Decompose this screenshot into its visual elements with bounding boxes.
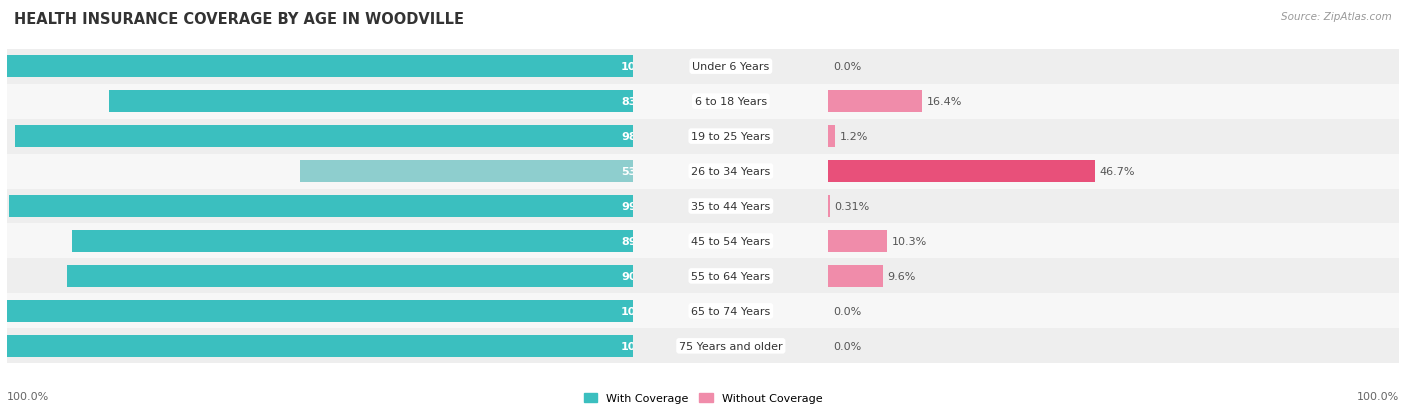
Bar xyxy=(828,119,1399,154)
Bar xyxy=(299,161,633,183)
Bar xyxy=(7,329,633,363)
Bar xyxy=(633,84,828,119)
Bar xyxy=(828,161,1095,183)
Bar xyxy=(110,91,633,113)
Bar xyxy=(7,224,633,259)
Bar xyxy=(633,154,828,189)
Bar xyxy=(7,300,633,322)
Text: 1.2%: 1.2% xyxy=(839,132,868,142)
Text: 10.3%: 10.3% xyxy=(891,236,927,247)
Text: 9.6%: 9.6% xyxy=(887,271,915,281)
Bar xyxy=(828,294,1399,329)
Legend: With Coverage, Without Coverage: With Coverage, Without Coverage xyxy=(579,388,827,408)
Text: 19 to 25 Years: 19 to 25 Years xyxy=(692,132,770,142)
Bar xyxy=(633,329,828,363)
Bar xyxy=(828,266,883,287)
Text: 89.7%: 89.7% xyxy=(621,236,659,247)
Text: 53.3%: 53.3% xyxy=(621,166,659,177)
Bar xyxy=(72,230,633,252)
Bar xyxy=(633,119,828,154)
Bar xyxy=(828,189,1399,224)
Bar xyxy=(828,50,1399,84)
Text: 45 to 54 Years: 45 to 54 Years xyxy=(692,236,770,247)
Bar xyxy=(7,259,633,294)
Bar xyxy=(7,189,633,224)
Bar xyxy=(633,50,828,84)
Bar xyxy=(633,294,828,329)
Text: 99.7%: 99.7% xyxy=(621,202,659,211)
Bar xyxy=(633,224,828,259)
Text: 65 to 74 Years: 65 to 74 Years xyxy=(692,306,770,316)
Bar xyxy=(828,84,1399,119)
Bar xyxy=(828,126,835,147)
Bar xyxy=(67,266,633,287)
Bar xyxy=(828,91,922,113)
Bar xyxy=(7,84,633,119)
Bar xyxy=(828,259,1399,294)
Bar xyxy=(828,154,1399,189)
Text: 35 to 44 Years: 35 to 44 Years xyxy=(692,202,770,211)
Bar xyxy=(633,259,828,294)
Text: 75 Years and older: 75 Years and older xyxy=(679,341,783,351)
Bar xyxy=(7,50,633,84)
Bar xyxy=(828,329,1399,363)
Bar xyxy=(7,335,633,357)
Text: 0.0%: 0.0% xyxy=(832,306,860,316)
Text: 100.0%: 100.0% xyxy=(7,392,49,401)
Text: 100.0%: 100.0% xyxy=(1357,392,1399,401)
Text: 0.0%: 0.0% xyxy=(832,341,860,351)
Text: 100.0%: 100.0% xyxy=(621,341,666,351)
Bar xyxy=(828,230,887,252)
Text: 16.4%: 16.4% xyxy=(927,97,962,107)
Bar xyxy=(7,56,633,78)
Text: Source: ZipAtlas.com: Source: ZipAtlas.com xyxy=(1281,12,1392,22)
Bar xyxy=(828,224,1399,259)
Text: Under 6 Years: Under 6 Years xyxy=(692,62,769,72)
Text: 83.7%: 83.7% xyxy=(621,97,659,107)
Text: 0.0%: 0.0% xyxy=(832,62,860,72)
Text: 6 to 18 Years: 6 to 18 Years xyxy=(695,97,766,107)
Bar xyxy=(7,119,633,154)
Bar xyxy=(14,126,633,147)
Text: 26 to 34 Years: 26 to 34 Years xyxy=(692,166,770,177)
Text: 90.4%: 90.4% xyxy=(621,271,659,281)
Text: 55 to 64 Years: 55 to 64 Years xyxy=(692,271,770,281)
Text: 98.8%: 98.8% xyxy=(621,132,659,142)
Bar xyxy=(7,294,633,329)
Text: 0.31%: 0.31% xyxy=(835,202,870,211)
Text: HEALTH INSURANCE COVERAGE BY AGE IN WOODVILLE: HEALTH INSURANCE COVERAGE BY AGE IN WOOD… xyxy=(14,12,464,27)
Text: 46.7%: 46.7% xyxy=(1099,166,1135,177)
Bar xyxy=(633,189,828,224)
Text: 100.0%: 100.0% xyxy=(621,62,666,72)
Bar xyxy=(828,196,830,217)
Text: 100.0%: 100.0% xyxy=(621,306,666,316)
Bar xyxy=(8,196,633,217)
Bar xyxy=(7,154,633,189)
